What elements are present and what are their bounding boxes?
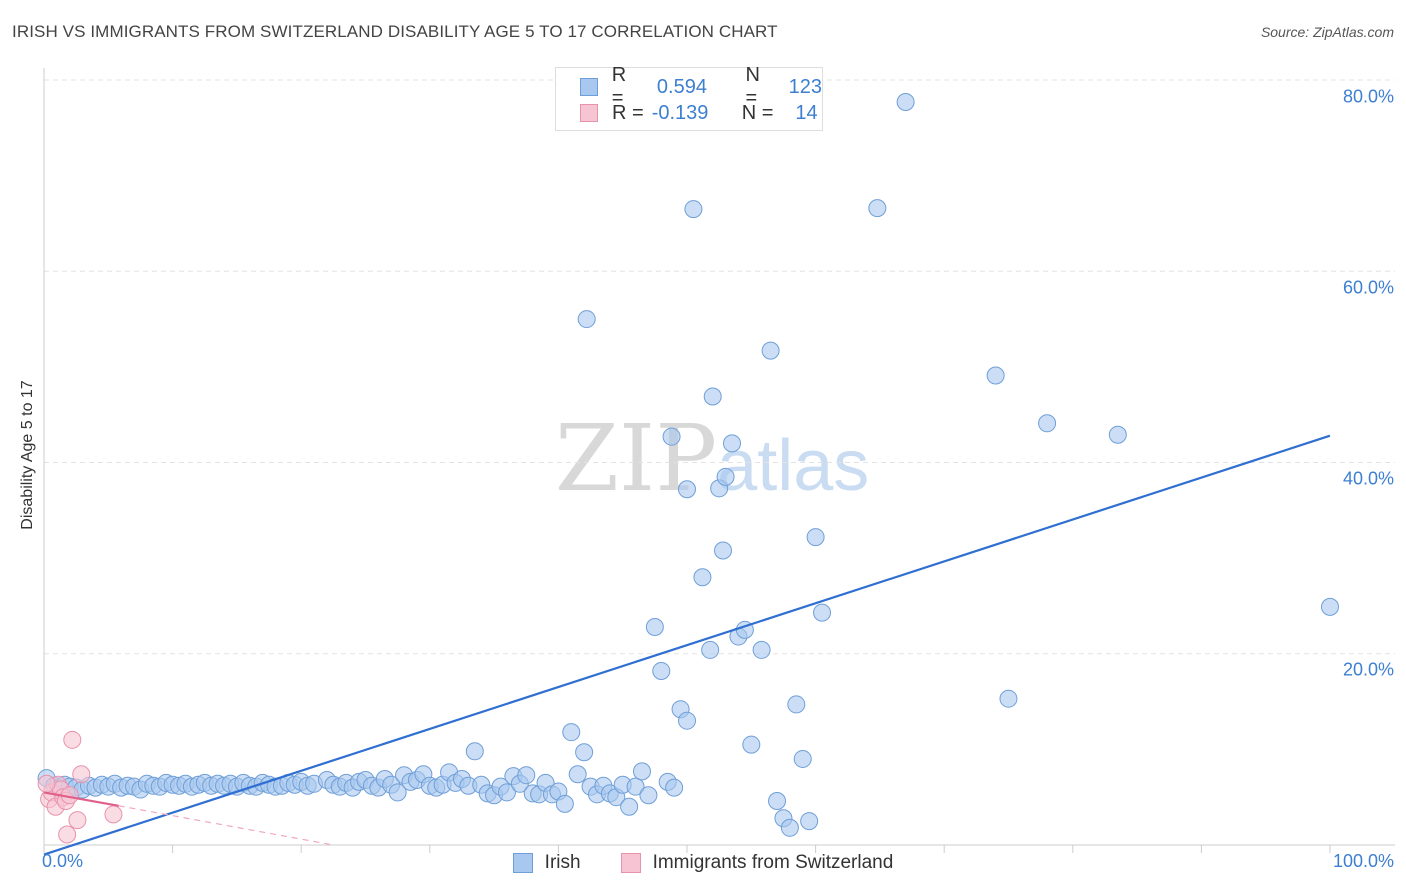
irish-point bbox=[652, 661, 671, 680]
r-label: R = bbox=[612, 101, 644, 124]
irish-point bbox=[575, 743, 594, 762]
irish-point bbox=[693, 568, 712, 587]
irish-point bbox=[703, 387, 722, 406]
irish-point bbox=[639, 786, 658, 805]
irish-legend-label: Irish bbox=[544, 852, 581, 873]
irish-point bbox=[716, 467, 735, 486]
irish-point bbox=[684, 200, 703, 219]
irish-point bbox=[752, 640, 771, 659]
irish-point bbox=[1321, 597, 1339, 616]
irish-point bbox=[1108, 425, 1127, 444]
switzerland-point bbox=[72, 765, 91, 784]
irish-point bbox=[742, 735, 761, 754]
switzerland-point bbox=[104, 805, 123, 824]
irish-point bbox=[568, 765, 587, 784]
x-tick-min: 0.0% bbox=[42, 851, 84, 871]
irish-point bbox=[999, 689, 1018, 708]
n-value: 123 bbox=[788, 75, 822, 98]
switzerland-trend-line bbox=[43, 791, 119, 807]
irish-point bbox=[645, 617, 664, 636]
watermark-atlas: atlas bbox=[717, 426, 870, 506]
r-value: 0.594 bbox=[656, 75, 707, 98]
y-tick-20: 20.0% bbox=[1342, 659, 1394, 680]
irish-point bbox=[577, 310, 596, 329]
legend-item-irish[interactable]: Irish bbox=[512, 852, 581, 874]
y-tick-40: 40.0% bbox=[1342, 468, 1394, 489]
switzerland-swatch bbox=[580, 104, 598, 122]
r-label: R = bbox=[611, 64, 627, 109]
switzerland-trend-extension bbox=[118, 805, 334, 846]
irish-trend-line bbox=[43, 434, 1331, 856]
switzerland-point bbox=[68, 811, 87, 830]
irish-point bbox=[678, 711, 696, 730]
irish-point bbox=[497, 783, 516, 802]
irish-point bbox=[780, 818, 799, 837]
n-label: N = bbox=[745, 64, 760, 109]
y-axis-label: Disability Age 5 to 17 bbox=[19, 380, 36, 530]
irish-point bbox=[562, 723, 581, 742]
stats-row-switzerland: R = -0.139 N = 14 bbox=[580, 100, 818, 126]
n-value: 14 bbox=[795, 101, 818, 124]
switzerland-legend-swatch bbox=[620, 853, 641, 873]
irish-point bbox=[662, 427, 681, 446]
legend-item-switzerland[interactable]: Immigrants from Switzerland bbox=[620, 852, 894, 874]
n-label: N = bbox=[741, 101, 774, 124]
chart-title: IRISH VS IMMIGRANTS FROM SWITZERLAND DIS… bbox=[12, 22, 778, 41]
switzerland-point bbox=[37, 774, 56, 793]
x-tick-max: 100.0% bbox=[1332, 851, 1394, 871]
irish-point bbox=[787, 695, 806, 714]
irish-point bbox=[868, 199, 887, 218]
series-legend: Irish Immigrants from Switzerland bbox=[0, 852, 1406, 874]
irish-point bbox=[465, 742, 484, 761]
irish-point bbox=[793, 749, 812, 768]
irish-point bbox=[813, 603, 832, 622]
irish-point bbox=[632, 762, 651, 781]
switzerland-point bbox=[63, 730, 82, 749]
irish-point bbox=[626, 777, 645, 796]
irish-point bbox=[723, 434, 742, 453]
irish-point bbox=[555, 794, 574, 813]
irish-legend-swatch bbox=[512, 853, 533, 873]
switzerland-point bbox=[58, 825, 77, 844]
irish-point bbox=[517, 766, 536, 785]
switzerland-legend-label: Immigrants from Switzerland bbox=[652, 852, 894, 873]
irish-point bbox=[986, 366, 1005, 385]
irish-point bbox=[665, 778, 684, 797]
source-label[interactable]: Source: ZipAtlas.com bbox=[1260, 24, 1394, 40]
irish-point bbox=[800, 812, 819, 831]
irish-point bbox=[678, 480, 696, 499]
irish-swatch bbox=[580, 78, 598, 96]
y-tick-60: 60.0% bbox=[1342, 277, 1394, 298]
irish-point bbox=[620, 797, 639, 816]
irish-point bbox=[761, 341, 780, 360]
y-tick-80: 80.0% bbox=[1342, 86, 1394, 107]
irish-point bbox=[896, 92, 915, 111]
irish-point bbox=[1038, 414, 1057, 433]
irish-point bbox=[806, 528, 825, 547]
irish-point bbox=[388, 783, 407, 802]
irish-point bbox=[714, 541, 733, 560]
stats-legend: R = 0.594 N = 123 R = -0.139 N = 14 bbox=[555, 64, 823, 131]
irish-point bbox=[701, 640, 720, 659]
irish-point bbox=[768, 792, 787, 811]
r-value: -0.139 bbox=[651, 101, 709, 124]
stats-row-irish: R = 0.594 N = 123 bbox=[580, 64, 822, 109]
